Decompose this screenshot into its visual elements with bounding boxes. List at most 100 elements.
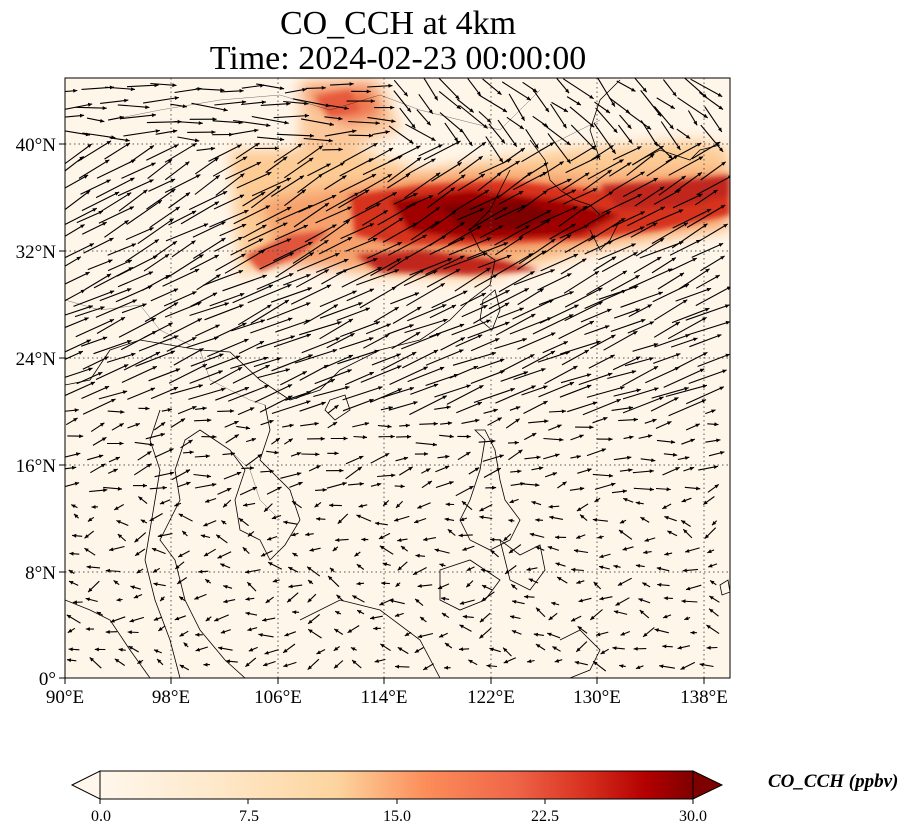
wind-arrow-shaft <box>540 253 579 272</box>
wind-arrow-shaft <box>65 339 92 353</box>
wind-arrow-head <box>403 456 409 461</box>
wind-arrow-head <box>321 401 326 406</box>
wind-arrow-head <box>198 121 203 125</box>
wind-arrow-shaft <box>513 368 546 381</box>
wind-arrow-shaft <box>301 337 341 354</box>
wind-arrow-head <box>136 569 141 574</box>
wind-arrow-head <box>192 143 197 147</box>
wind-arrow-head <box>622 270 627 275</box>
wind-arrow-head <box>641 319 646 323</box>
wind-arrow-head <box>192 406 197 410</box>
wind-arrow-head <box>535 518 540 522</box>
wind-arrow-shaft <box>219 223 247 237</box>
wind-arrow-shaft <box>431 161 462 182</box>
wind-arrow-shaft <box>164 301 202 318</box>
wind-arrow-head <box>434 221 440 225</box>
wind-arrow-head <box>536 607 541 612</box>
wind-arrow-head <box>633 646 638 651</box>
wind-arrow-shaft <box>345 237 378 252</box>
wind-arrow-head <box>405 423 410 428</box>
wind-arrow-shaft <box>562 187 598 205</box>
wind-arrow-head <box>447 258 452 262</box>
wind-arrow-shaft <box>508 93 526 121</box>
wind-arrow-head <box>152 331 157 335</box>
wind-arrow-head <box>308 580 313 585</box>
wind-arrow-shaft <box>82 398 116 415</box>
longitude-labels: 90°E 98°E 106°E 114°E 122°E 130°E 138°E <box>46 687 728 708</box>
wind-arrow-shaft <box>404 318 448 334</box>
wind-arrow-shaft <box>546 178 572 191</box>
wind-arrow-shaft <box>564 235 596 253</box>
wind-arrow-head <box>428 109 433 114</box>
wind-arrow-shaft <box>694 189 718 206</box>
wind-arrow-head <box>158 627 163 631</box>
wind-arrow-shaft <box>236 171 272 189</box>
wind-arrow-head <box>706 287 712 292</box>
wind-arrow-head <box>642 582 647 587</box>
wind-arrow-head <box>182 530 187 536</box>
wind-arrow-head <box>696 143 702 147</box>
wind-arrow-shaft <box>457 208 485 221</box>
wind-arrow-shaft <box>138 335 179 352</box>
wind-arrow-shaft <box>651 222 689 245</box>
wind-arrow-head <box>147 463 152 468</box>
wind-arrow-head <box>596 632 601 637</box>
wind-arrow-head <box>635 308 640 313</box>
wind-arrow-head <box>683 529 688 534</box>
wind-arrow-head <box>557 424 562 429</box>
wind-arrow-head <box>400 546 406 550</box>
wind-arrow-shaft <box>500 371 529 382</box>
wind-arrow-shaft <box>457 173 486 192</box>
wind-arrow-head <box>647 304 652 309</box>
wind-arrow-shaft <box>251 177 292 197</box>
wind-arrow-head <box>395 582 400 587</box>
wind-arrow-head <box>330 379 335 383</box>
wind-arrow-head <box>667 530 672 535</box>
wind-arrow-shaft <box>392 268 425 289</box>
wind-arrow-head <box>147 451 152 456</box>
wind-arrow-shaft <box>65 367 93 378</box>
wind-arrow-head <box>173 335 179 339</box>
wind-arrow-head <box>473 366 478 370</box>
wind-arrow-head <box>571 567 576 572</box>
wind-arrow-head <box>550 351 555 355</box>
wind-arrow-shaft <box>270 287 313 303</box>
wind-arrow-head <box>568 314 574 318</box>
wind-arrow-shaft <box>168 192 191 209</box>
wind-arrow-head <box>375 121 380 125</box>
wind-arrow-head <box>423 366 428 371</box>
wind-arrow-head <box>306 274 311 278</box>
wind-arrow-shaft <box>303 137 333 142</box>
wind-arrow-shaft <box>639 241 684 259</box>
wind-arrow-head <box>199 254 204 259</box>
wind-arrow-shaft <box>323 354 354 369</box>
wind-arrow-head <box>546 210 552 214</box>
wind-arrow-shaft <box>180 201 220 225</box>
wind-arrow-head <box>664 516 669 520</box>
wind-arrow-shaft <box>209 366 243 386</box>
wind-arrow-head <box>242 156 248 161</box>
wind-arrow-head <box>109 290 115 295</box>
wind-arrow-head <box>130 177 135 182</box>
wind-arrow-head <box>155 352 161 356</box>
wind-arrow-head <box>543 385 548 390</box>
wind-arrow-shaft <box>407 304 447 322</box>
wind-arrow-shaft <box>259 395 293 413</box>
wind-arrow-head <box>283 520 288 525</box>
wind-arrow-shaft <box>627 206 666 227</box>
wind-arrow-head <box>245 597 250 601</box>
wind-arrow-head <box>262 274 267 279</box>
wind-arrow-shaft <box>635 237 665 257</box>
wind-arrow-head <box>284 120 289 125</box>
wind-arrow-head <box>631 87 636 92</box>
wind-arrow-shaft <box>423 78 439 101</box>
wind-arrow-shaft <box>165 254 204 280</box>
wind-arrow-head <box>74 408 79 413</box>
wind-arrow-head <box>137 659 142 664</box>
wind-arrow-head <box>594 271 599 275</box>
wind-arrow-shaft <box>563 270 600 294</box>
wind-arrow-head <box>370 615 375 620</box>
wind-arrow-head <box>173 288 179 293</box>
wind-arrow-head <box>369 223 374 227</box>
wind-arrow-head <box>305 532 310 537</box>
